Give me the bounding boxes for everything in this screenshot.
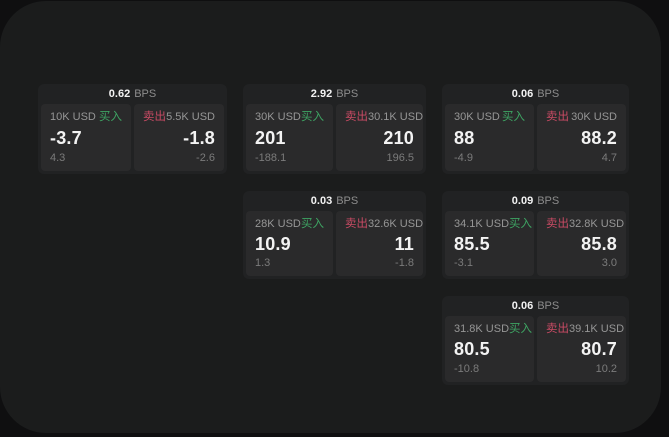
bps-value: 0.03 (310, 195, 333, 207)
quote-card: 0.06 BPS 31.8K USD 买入 80.5 -10.8 卖出 39.1… (442, 296, 629, 385)
sell-delta: -1.8 (395, 257, 414, 269)
quote-card: 0.62 BPS 10K USD 买入 -3.7 4.3 卖出 5.5K USD (38, 84, 227, 174)
sell-size: 32.6K USD (368, 218, 424, 230)
buy-size: 31.8K USD (454, 323, 510, 335)
sell-side-label: 卖出 (143, 111, 166, 123)
buy-side-label: 买入 (502, 111, 525, 123)
buy-delta: 1.3 (255, 257, 271, 269)
sell-delta: 3.0 (601, 257, 617, 269)
sell-side-label: 卖出 (546, 323, 569, 335)
sell-panel[interactable]: 卖出 5.5K USD -1.8 -2.6 (134, 104, 224, 171)
buy-side-label: 买入 (301, 111, 324, 123)
sell-price: 210 (383, 127, 414, 148)
sell-size: 30K USD (571, 111, 617, 123)
buy-price: 10.9 (255, 233, 291, 254)
sell-price: 88.2 (581, 127, 617, 148)
sell-panel[interactable]: 卖出 30K USD 88.2 4.7 (537, 104, 626, 171)
buy-panel[interactable]: 31.8K USD 买入 80.5 -10.8 (445, 316, 534, 382)
bps-label: BPS (134, 88, 157, 100)
card-header: 0.06 BPS (445, 296, 626, 316)
buy-size: 30K USD (454, 111, 500, 123)
sell-panel[interactable]: 卖出 32.8K USD 85.8 3.0 (537, 211, 626, 276)
sell-price: 85.8 (581, 233, 617, 254)
buy-delta: 4.3 (50, 152, 66, 164)
bps-value: 2.92 (310, 88, 333, 100)
buy-panel[interactable]: 10K USD 买入 -3.7 4.3 (41, 104, 131, 171)
buy-side-label: 买入 (99, 111, 122, 123)
sell-price: 80.7 (581, 339, 617, 359)
buy-panel[interactable]: 28K USD 买入 10.9 1.3 (246, 211, 333, 276)
app-screen: 0.62 BPS 10K USD 买入 -3.7 4.3 卖出 5.5K USD (0, 1, 661, 433)
buy-panel[interactable]: 30K USD 买入 201 -188.1 (246, 104, 333, 171)
bps-label: BPS (537, 88, 560, 100)
buy-delta: -4.9 (454, 152, 473, 164)
card-header: 0.03 BPS (246, 191, 423, 211)
sell-size: 32.8K USD (569, 218, 625, 230)
bps-label: BPS (537, 300, 560, 312)
sell-size: 30.1K USD (368, 111, 424, 123)
buy-size: 10K USD (50, 111, 96, 123)
bps-value: 0.06 (511, 300, 534, 312)
sell-delta: 196.5 (386, 152, 414, 164)
sell-delta: -2.6 (196, 152, 215, 164)
buy-side-label: 买入 (509, 323, 533, 335)
buy-delta: -3.1 (454, 257, 473, 269)
buy-size: 34.1K USD (454, 218, 510, 230)
sell-side-label: 卖出 (345, 218, 368, 230)
buy-price: 80.5 (454, 339, 490, 359)
sell-side-label: 卖出 (546, 218, 569, 230)
bps-label: BPS (336, 88, 359, 100)
quote-card: 0.09 BPS 34.1K USD 买入 85.5 -3.1 卖出 32.8K… (442, 191, 629, 279)
buy-panel[interactable]: 34.1K USD 买入 85.5 -3.1 (445, 211, 534, 276)
sell-size: 39.1K USD (569, 323, 625, 335)
sell-panel[interactable]: 卖出 30.1K USD 210 196.5 (336, 104, 423, 171)
quote-card: 0.06 BPS 30K USD 买入 88 -4.9 卖出 30K USD (442, 84, 629, 174)
card-header: 2.92 BPS (246, 84, 423, 104)
buy-price: -3.7 (50, 127, 82, 148)
sell-size: 5.5K USD (166, 111, 215, 123)
buy-side-label: 买入 (509, 218, 533, 230)
sell-price: 11 (394, 233, 414, 254)
bps-label: BPS (537, 195, 560, 207)
card-header: 0.09 BPS (445, 191, 626, 211)
buy-price: 201 (255, 127, 286, 148)
buy-price: 85.5 (454, 233, 490, 254)
card-header: 0.06 BPS (445, 84, 626, 104)
sell-delta: 10.2 (595, 363, 617, 375)
sell-delta: 4.7 (601, 152, 617, 164)
sell-panel[interactable]: 卖出 32.6K USD 11 -1.8 (336, 211, 423, 276)
quote-card: 2.92 BPS 30K USD 买入 201 -188.1 卖出 30.1K … (243, 84, 426, 174)
sell-panel[interactable]: 卖出 39.1K USD 80.7 10.2 (537, 316, 626, 382)
buy-delta: -188.1 (255, 152, 287, 164)
buy-size: 28K USD (255, 218, 301, 230)
quote-card-grid: 0.62 BPS 10K USD 买入 -3.7 4.3 卖出 5.5K USD (38, 84, 629, 385)
buy-delta: -10.8 (454, 363, 480, 375)
buy-side-label: 买入 (301, 218, 324, 230)
quote-card: 0.03 BPS 28K USD 买入 10.9 1.3 卖出 32.6K US… (243, 191, 426, 279)
bps-value: 0.09 (511, 195, 534, 207)
buy-panel[interactable]: 30K USD 买入 88 -4.9 (445, 104, 534, 171)
buy-size: 30K USD (255, 111, 301, 123)
bps-value: 0.62 (108, 88, 131, 100)
card-header: 0.62 BPS (41, 84, 224, 104)
buy-price: 88 (454, 127, 475, 148)
sell-price: -1.8 (183, 127, 215, 148)
sell-side-label: 卖出 (546, 111, 569, 123)
bps-value: 0.06 (511, 88, 534, 100)
sell-side-label: 卖出 (345, 111, 368, 123)
bps-label: BPS (336, 195, 359, 207)
